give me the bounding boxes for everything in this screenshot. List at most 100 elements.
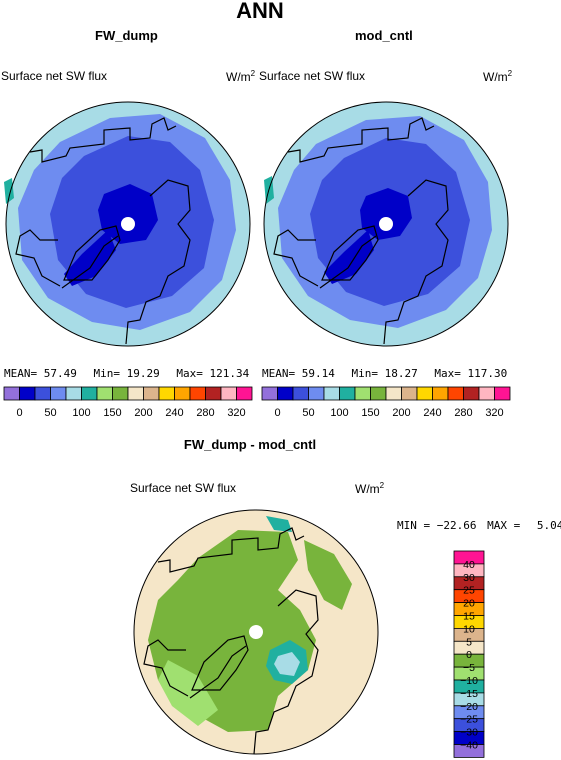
right-panel-title: mod_cntl (355, 28, 413, 43)
right-colorbar-tick-label: 200 (392, 407, 410, 419)
right-stats-line: MEAN= 59.14 Min= 18.27 Max= 117.30 (262, 367, 507, 380)
left-colorbar-tick-label: 0 (16, 407, 22, 419)
right-units-label: W/m2 (483, 69, 512, 84)
diff-colorbar-tick-label: 15 (463, 611, 475, 623)
left-stats-line: MEAN= 57.49 Min= 19.29 Max= 121.34 (4, 367, 249, 380)
right-min-label: Min= (351, 367, 379, 380)
right-map-greenland (321, 225, 379, 281)
diff-colorbar-tick-label: 25 (463, 585, 475, 597)
diff-colorbar-tick-label: 30 (463, 572, 475, 584)
left-units-exp: 2 (250, 69, 256, 78)
diff-colorbar-tick-label: 40 (463, 559, 475, 571)
left-polar-map (4, 101, 251, 347)
diff-map-lightgreen (158, 660, 218, 726)
left-map-teal-patch (4, 178, 14, 204)
left-map-pole (121, 217, 135, 231)
diff-map-green-right (304, 540, 352, 610)
right-map-coastline (273, 117, 449, 345)
left-colorbar-swatch (189, 386, 206, 401)
left-max-label: Max= (176, 367, 203, 380)
right-colorbar-swatch (323, 386, 340, 401)
diff-variable-label: Surface net SW flux (130, 481, 237, 495)
right-mean-label: MEAN= (262, 367, 296, 380)
left-colorbar-swatch (65, 386, 82, 401)
right-colorbar-swatch (308, 386, 325, 401)
right-colorbar-tick-label: 240 (423, 407, 441, 419)
diff-colorbar-tick-label: 0 (466, 649, 472, 661)
diff-panel-title: FW_dump - mod_cntl (183, 437, 317, 452)
right-mean-value: 59.14 (301, 367, 335, 380)
diff-map-pole (249, 625, 263, 639)
left-colorbar-tick-label: 240 (165, 407, 183, 419)
right-max-label: Max= (434, 367, 461, 380)
right-colorbar-swatch (432, 386, 449, 401)
right-colorbar-swatch (478, 386, 495, 401)
right-colorbar-swatch (385, 386, 402, 401)
left-colorbar-swatch (50, 386, 67, 401)
left-colorbar-swatch (19, 386, 36, 401)
right-units-base: W/m (483, 70, 508, 84)
right-polar-map (263, 101, 509, 347)
left-variable-label: Surface net SW flux (1, 69, 108, 83)
diff-minmax-line: MIN = −22.66 MAX = 5.04 (397, 519, 561, 532)
left-colorbar-tick-label: 200 (134, 407, 152, 419)
left-mean-value: 57.49 (43, 367, 77, 380)
diff-colorbar-tick-label: 10 (463, 623, 475, 635)
left-map-border (5, 101, 251, 347)
diff-units-exp: 2 (379, 481, 385, 490)
left-colorbar-swatch (205, 386, 222, 401)
diff-colorbar-tick-label: −40 (460, 740, 478, 752)
left-colorbar-swatch (3, 386, 20, 401)
diff-colorbar-tick-label: −10 (460, 675, 478, 687)
diff-colorbar-tick-label: 5 (466, 636, 472, 648)
left-colorbar: 0 50 100 150 200 240 280 320 (3, 386, 253, 419)
diff-map-border (133, 509, 379, 755)
diff-colorbar-tick-label: −30 (460, 727, 478, 739)
left-colorbar-tick-label: 150 (103, 407, 121, 419)
diff-colorbar-swatch (453, 744, 485, 758)
right-colorbar-swatch (292, 386, 309, 401)
left-max-value: 121.34 (209, 367, 250, 380)
right-units-exp: 2 (507, 69, 513, 78)
right-colorbar-swatch (494, 386, 511, 401)
right-colorbar-tick-label: 150 (361, 407, 379, 419)
left-colorbar-tick-label: 280 (196, 407, 214, 419)
left-units-base: W/m (226, 70, 251, 84)
diff-colorbar-tick-label: −20 (460, 701, 478, 713)
diff-map-coastline (143, 527, 319, 755)
right-colorbar-swatch (463, 386, 480, 401)
right-colorbar-swatch (261, 386, 278, 401)
diff-map-lightblue-spot (274, 652, 300, 676)
right-map-border (263, 101, 509, 347)
left-colorbar-swatch (112, 386, 129, 401)
diff-max-value: 5.04 (536, 519, 561, 532)
right-colorbar-swatch (416, 386, 433, 401)
left-colorbar-tick-label: 50 (44, 407, 56, 419)
left-colorbar-swatch (220, 386, 237, 401)
left-mean-label: MEAN= (4, 367, 38, 380)
left-colorbar-swatch (236, 386, 253, 401)
right-colorbar-tick-label: 50 (302, 407, 314, 419)
right-colorbar-tick-label: 0 (274, 407, 280, 419)
left-units-label: W/m2 (226, 69, 255, 84)
right-colorbar-tick-label: 280 (454, 407, 472, 419)
right-map-pole (379, 217, 393, 231)
diff-min-value: −22.66 (436, 519, 477, 532)
left-colorbar-swatch (34, 386, 51, 401)
right-min-value: 18.27 (384, 367, 418, 380)
right-variable-label: Surface net SW flux (259, 69, 366, 83)
diff-colorbar-tick-label: −5 (463, 662, 475, 674)
right-colorbar-tick-label: 100 (330, 407, 348, 419)
diff-polar-map (133, 509, 379, 755)
diff-colorbar-tick-label: 20 (463, 598, 475, 610)
right-colorbar-swatch (354, 386, 371, 401)
left-panel-title: FW_dump (95, 28, 158, 43)
diff-units-label: W/m2 (355, 481, 384, 496)
left-colorbar-tick-label: 100 (72, 407, 90, 419)
right-colorbar-swatch (370, 386, 387, 401)
left-map-core (98, 184, 158, 244)
left-colorbar-tick-label: 320 (227, 407, 245, 419)
left-colorbar-swatch (127, 386, 144, 401)
left-min-label: Min= (93, 367, 121, 380)
